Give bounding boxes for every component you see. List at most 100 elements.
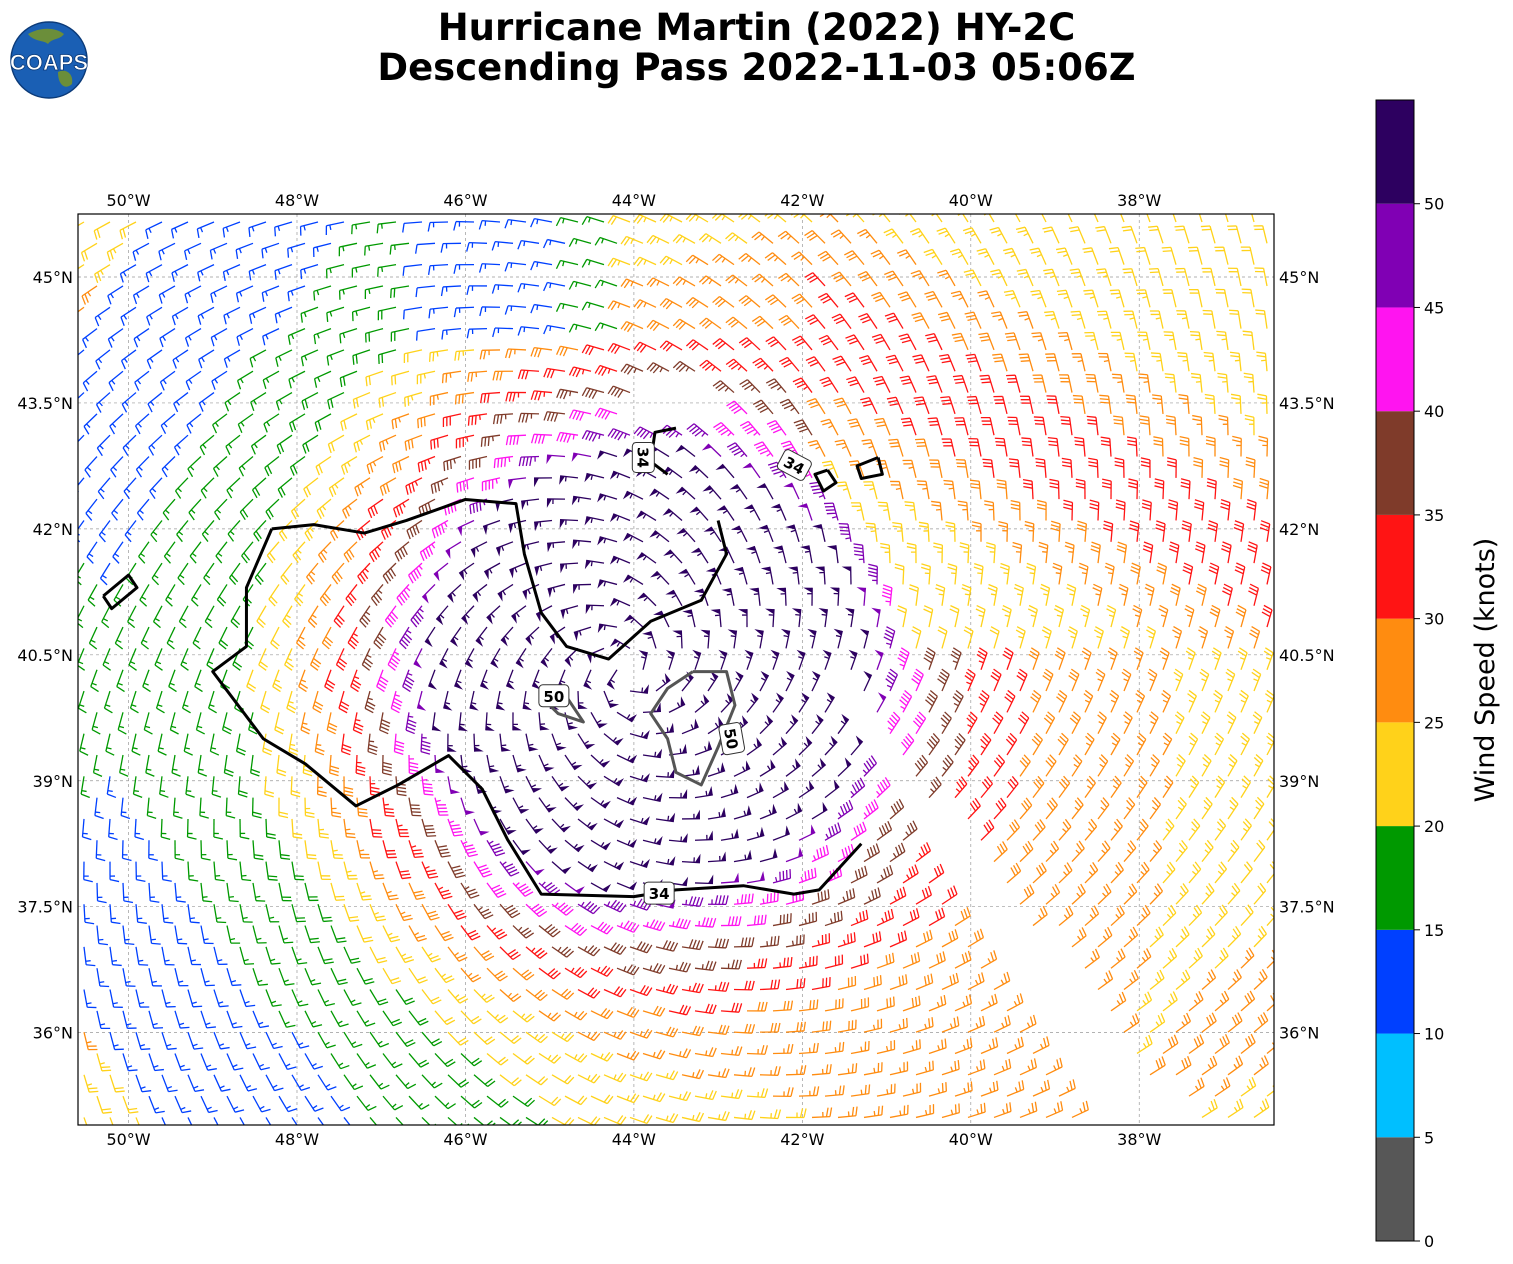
wind-barb: [1257, 393, 1268, 414]
wind-barb: [1175, 267, 1190, 287]
wind-barb: [894, 563, 905, 585]
wind-barb: [209, 242, 228, 260]
wind-barb: [1208, 562, 1220, 585]
wind-barb: [134, 413, 150, 435]
wind-barb: [226, 840, 238, 861]
wind-barb: [1118, 583, 1129, 606]
lat-tick-label-right: 45°N: [1279, 268, 1319, 287]
wind-barb: [94, 264, 111, 284]
wind-barb: [1068, 668, 1080, 692]
wind-barb: [483, 562, 501, 580]
wind-barb: [1030, 689, 1042, 713]
wind-barb: [857, 228, 878, 244]
wind-barb: [1256, 351, 1268, 372]
wind-barb: [1202, 309, 1216, 329]
wind-barb: [210, 285, 228, 303]
wind-barb: [212, 413, 228, 434]
wind-barb: [980, 819, 995, 841]
wind-barb: [824, 779, 840, 799]
wind-barb: [749, 587, 761, 606]
wind-barb: [329, 754, 340, 777]
wind-barb: [772, 825, 791, 841]
wind-barb: [738, 252, 761, 266]
wind-barb: [365, 413, 384, 431]
wind-barb: [543, 281, 566, 292]
lat-tick-label-left: 40.5°N: [17, 646, 73, 665]
wind-barb: [721, 587, 735, 606]
wind-barb: [770, 649, 780, 670]
wind-barb: [136, 498, 150, 521]
wind-barb: [976, 248, 995, 265]
wind-barb: [590, 754, 611, 768]
wind-barb: [1071, 797, 1084, 820]
wind-barb: [456, 477, 475, 493]
wind-barb: [306, 562, 319, 585]
wind-barb: [759, 803, 777, 820]
wind-barb: [649, 488, 670, 500]
wind-barb: [96, 434, 111, 457]
wind-barb: [1167, 457, 1177, 478]
wind-barb: [442, 413, 462, 427]
wind-barb: [900, 733, 915, 756]
wind-barb: [1006, 819, 1021, 841]
wind-barb: [88, 626, 98, 650]
wind-barb: [994, 437, 1008, 457]
wind-barb: [945, 521, 956, 542]
wind-barb: [551, 775, 570, 792]
wind-barb: [707, 762, 726, 777]
wind-barb: [1152, 394, 1164, 414]
wind-barb: [585, 604, 605, 615]
wind-barb: [1106, 604, 1117, 628]
wind-barb: [439, 648, 449, 669]
wind-barb: [1017, 711, 1030, 734]
wind-barb: [492, 327, 514, 338]
wind-barb: [659, 214, 683, 223]
wind-barb: [668, 833, 688, 843]
wind-barb: [633, 299, 657, 309]
wind-barb: [402, 669, 415, 693]
wind-barb: [694, 785, 713, 799]
wind-barb: [376, 221, 397, 234]
wind-barb: [597, 579, 618, 589]
colorbar-bin: [1376, 929, 1414, 1034]
wind-barb: [351, 306, 371, 322]
wind-barb: [159, 776, 169, 798]
wind-barb: [223, 754, 234, 777]
wind-barb: [1233, 520, 1245, 542]
wind-barb: [355, 754, 366, 777]
wind-barb: [778, 314, 800, 330]
wind-barb: [738, 337, 761, 351]
wind-barb: [977, 290, 995, 308]
wind-barb: [458, 562, 475, 581]
wind-barb: [265, 818, 276, 840]
wind-barb: [159, 328, 176, 348]
wind-barb: [1031, 732, 1043, 756]
wind-barb: [1228, 267, 1242, 287]
wind-barb: [577, 818, 598, 831]
wind-barb: [1136, 775, 1148, 799]
wind-barb: [314, 733, 325, 756]
wind-barb: [982, 458, 995, 478]
wind-barb: [965, 353, 982, 372]
wind-barb: [276, 434, 293, 455]
wind-barb: [1041, 626, 1052, 649]
wind-barb: [1006, 374, 1021, 393]
wind-barb: [1146, 626, 1157, 649]
wind-barb: [1258, 435, 1269, 457]
wind-barb: [798, 824, 816, 841]
wind-barb: [577, 691, 588, 710]
wind-barb: [698, 275, 722, 287]
wind-barb: [662, 508, 683, 521]
wind-barb: [908, 584, 919, 606]
wind-barb: [672, 233, 696, 244]
contour-label-text: 50: [543, 688, 564, 706]
wind-barb: [609, 513, 631, 523]
wind-barb: [148, 434, 163, 456]
wind-barb: [1031, 332, 1047, 351]
colorbar-tick-label: 20: [1424, 817, 1444, 836]
wind-barb: [1076, 520, 1087, 542]
wind-barb: [253, 520, 267, 542]
wind-barb: [822, 649, 832, 670]
wind-barb: [607, 428, 631, 441]
contour-label: 50: [718, 722, 746, 756]
